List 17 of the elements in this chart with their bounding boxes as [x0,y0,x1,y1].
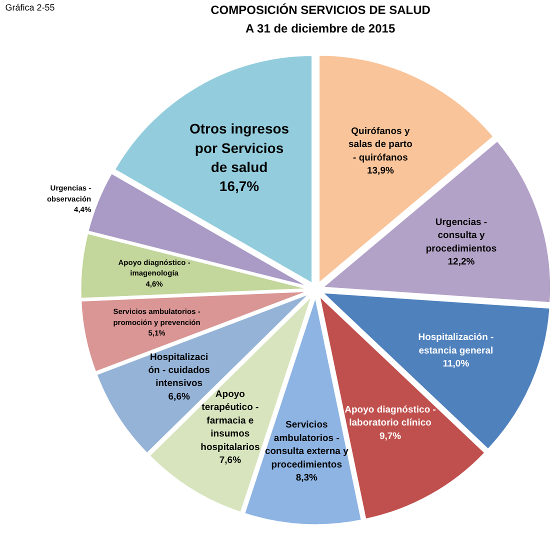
chart-subtitle: A 31 de diciembre de 2015 [245,22,396,36]
slice-label: Apoyo terapéutico - farmacia e insumos hospitalarios [200,388,260,453]
text: Gráfica 2-55 [5,2,55,13]
data-label: 7,6% [219,454,242,466]
data-label: 12,2% [448,256,476,268]
slice-label: Hospitalización - estancia general [418,332,494,356]
data-label: 9,7% [379,430,402,442]
slice-label: Urgencias - consulta y procedimientos [426,216,497,254]
slice-label: Hospitalizaci ón - cuidados intensivos [148,352,210,390]
chart-title: COMPOSICIÓN SERVICIOS DE SALUD [210,2,431,17]
data-label: 16,7% [219,178,260,194]
data-label: 8,3% [296,472,318,484]
slice-label: Quirófanos y salas de parto - quirófanos [348,126,413,164]
data-label: 11,0% [442,358,470,370]
slice-label: Otros ingresos por Servicios de salud [189,120,290,175]
data-label: 13,9% [366,165,394,176]
data-label: 6,6% [168,391,190,402]
